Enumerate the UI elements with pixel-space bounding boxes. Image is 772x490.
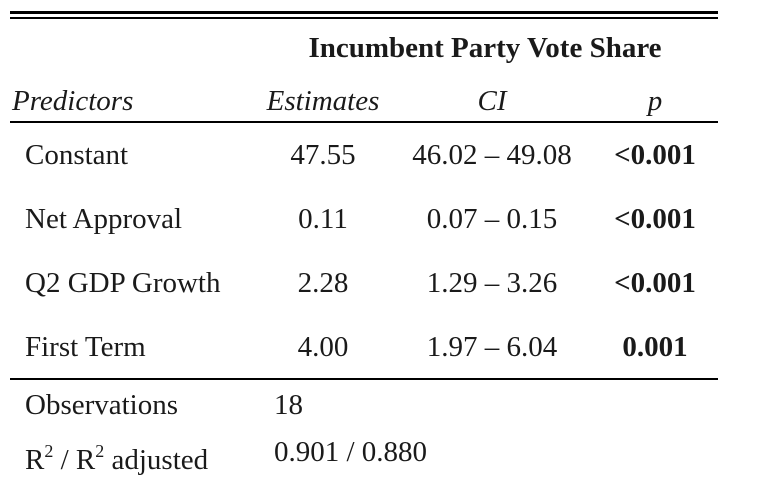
r-squared-value: 0.901 / 0.880: [274, 436, 428, 468]
r-squared-label: R2 / R2 adjusted: [25, 441, 209, 476]
row-ci: 0.07 – 0.15: [426, 203, 558, 235]
header-predictors: Predictors: [12, 85, 134, 117]
header-p: p: [647, 85, 663, 117]
row-p-value: <0.001: [614, 139, 696, 171]
observations-value: 18: [274, 389, 303, 421]
row-ci: 1.29 – 3.26: [426, 267, 558, 299]
body-bottom-rule: [10, 378, 718, 380]
header-estimates: Estimates: [266, 85, 380, 117]
row-p-value: <0.001: [614, 267, 696, 299]
header-rule: [10, 121, 718, 123]
observations-label: Observations: [25, 389, 179, 421]
row-predictor: First Term: [25, 331, 146, 363]
row-estimate: 47.55: [290, 139, 356, 171]
row-ci: 46.02 – 49.08: [412, 139, 572, 171]
row-estimate: 2.28: [297, 267, 349, 299]
row-ci: 1.97 – 6.04: [426, 331, 558, 363]
dependent-variable-header: Incumbent Party Vote Share: [308, 32, 662, 64]
row-predictor: Constant: [25, 139, 129, 171]
row-estimate: 4.00: [297, 331, 349, 363]
row-estimate: 0.11: [298, 203, 348, 235]
row-predictor: Q2 GDP Growth: [25, 267, 221, 299]
top-rule-outer: [10, 11, 718, 14]
row-p-value: 0.001: [622, 331, 688, 363]
row-p-value: <0.001: [614, 203, 696, 235]
header-ci: CI: [477, 85, 507, 117]
row-predictor: Net Approval: [25, 203, 183, 235]
top-rule-inner: [10, 17, 718, 19]
